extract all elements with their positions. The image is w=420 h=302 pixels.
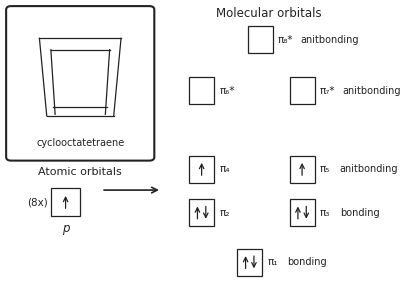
- Bar: [289, 77, 315, 104]
- Bar: [189, 199, 214, 226]
- Text: π₈*: π₈*: [278, 35, 293, 45]
- Bar: [289, 156, 315, 183]
- Text: π₅: π₅: [320, 164, 330, 174]
- Bar: [289, 199, 315, 226]
- Text: π₂: π₂: [219, 208, 230, 218]
- Text: p: p: [62, 222, 69, 235]
- Text: anitbonding: anitbonding: [340, 164, 398, 174]
- Bar: [189, 156, 214, 183]
- Bar: [237, 249, 262, 276]
- Text: Atomic orbitals: Atomic orbitals: [38, 167, 122, 177]
- Text: anitbonding: anitbonding: [343, 86, 401, 96]
- Text: π₃: π₃: [320, 208, 330, 218]
- Text: π₁: π₁: [268, 257, 278, 267]
- Bar: [51, 188, 80, 216]
- Text: cyclooctatetraene: cyclooctatetraene: [36, 139, 124, 149]
- Text: (8x): (8x): [27, 197, 48, 207]
- Text: π₇*: π₇*: [320, 86, 335, 96]
- Text: π₄: π₄: [219, 164, 230, 174]
- Bar: [248, 26, 273, 53]
- Text: Molecular orbitals: Molecular orbitals: [216, 7, 321, 20]
- Text: bonding: bonding: [287, 257, 327, 267]
- Text: π₆*: π₆*: [219, 86, 235, 96]
- Text: anitbonding: anitbonding: [301, 35, 360, 45]
- Bar: [189, 77, 214, 104]
- Text: bonding: bonding: [340, 208, 379, 218]
